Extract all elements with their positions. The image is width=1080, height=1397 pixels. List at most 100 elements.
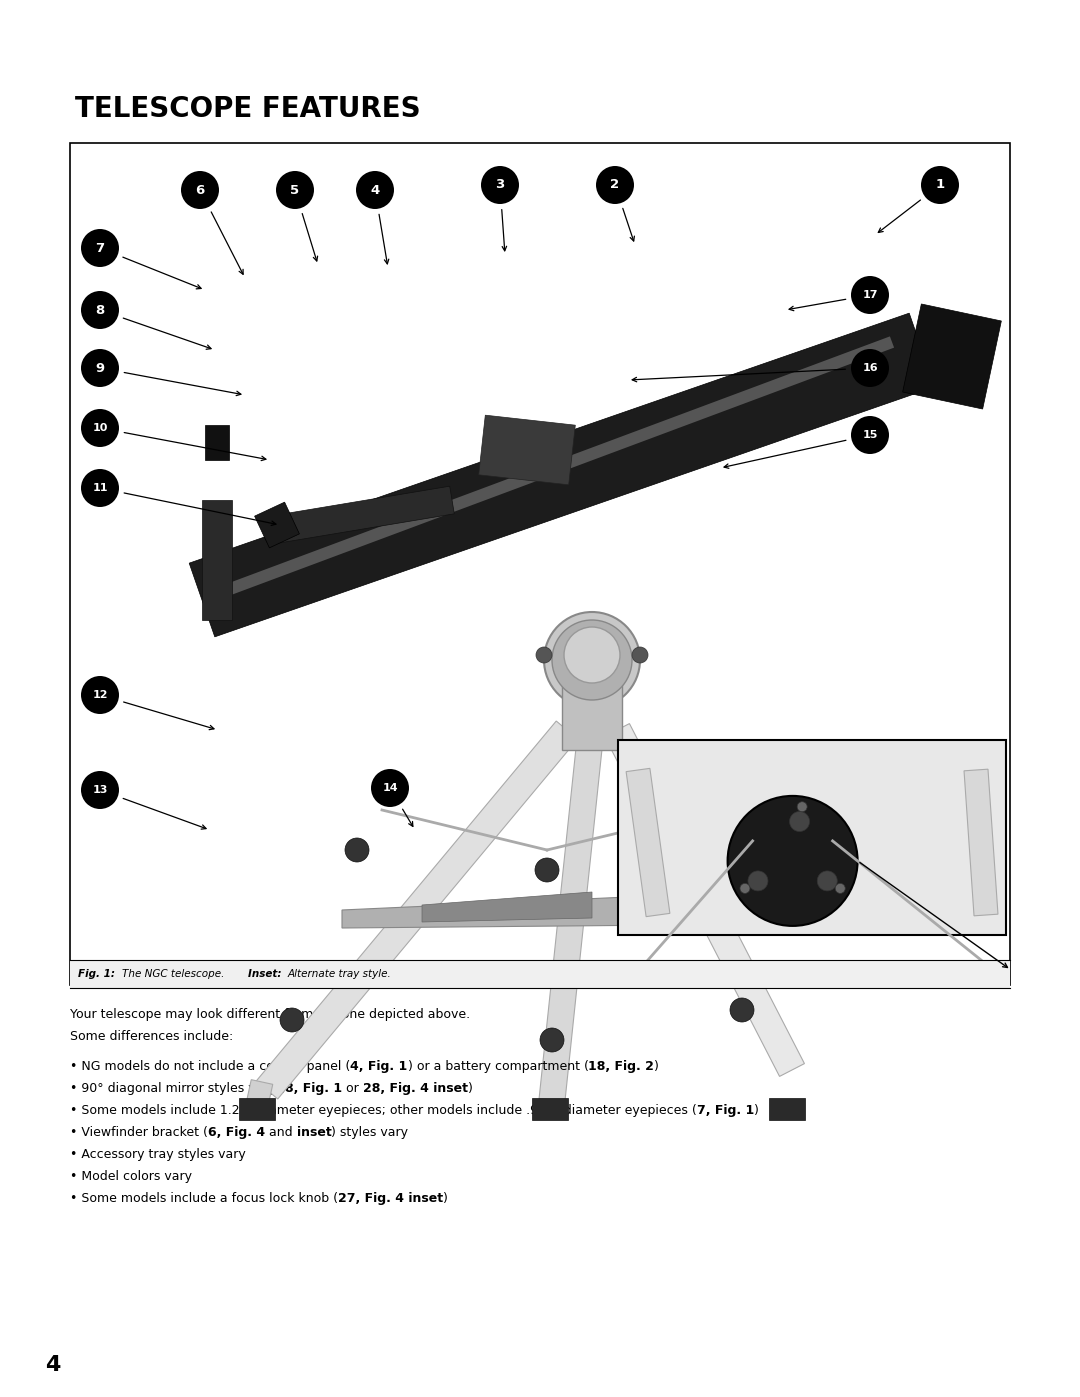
- Bar: [532, 1098, 568, 1120]
- Text: 7, Fig. 1: 7, Fig. 1: [697, 1104, 754, 1118]
- Text: • NG models do not include a control panel (: • NG models do not include a control pan…: [70, 1060, 350, 1073]
- Polygon shape: [422, 893, 592, 922]
- Text: 3: 3: [496, 179, 504, 191]
- Text: TELESCOPE FEATURES: TELESCOPE FEATURES: [75, 95, 420, 123]
- Bar: [70, 960, 1010, 988]
- Text: ): ): [654, 1060, 659, 1073]
- Text: 8: 8: [95, 303, 105, 317]
- Polygon shape: [256, 721, 578, 1099]
- Text: • Viewfinder bracket (: • Viewfinder bracket (: [70, 1126, 207, 1139]
- Circle shape: [921, 166, 959, 204]
- Polygon shape: [246, 1080, 273, 1108]
- Circle shape: [632, 647, 648, 664]
- Circle shape: [552, 620, 632, 700]
- Text: 4: 4: [45, 1355, 60, 1375]
- Circle shape: [345, 838, 369, 862]
- Text: 10: 10: [92, 423, 108, 433]
- Circle shape: [748, 870, 768, 891]
- Text: 9: 9: [95, 362, 105, 374]
- Text: Alternate tray style.: Alternate tray style.: [288, 970, 392, 979]
- Text: 8, Fig. 1: 8, Fig. 1: [285, 1083, 342, 1095]
- Circle shape: [596, 166, 634, 204]
- Text: 15: 15: [862, 430, 878, 440]
- Text: 12: 12: [92, 690, 108, 700]
- Polygon shape: [626, 768, 670, 916]
- Circle shape: [730, 997, 754, 1023]
- Circle shape: [280, 1009, 303, 1032]
- Circle shape: [81, 349, 119, 387]
- Text: • Some models include a focus lock knob (: • Some models include a focus lock knob …: [70, 1192, 338, 1206]
- Circle shape: [81, 229, 119, 267]
- Text: 1: 1: [935, 179, 945, 191]
- Text: 2: 2: [610, 179, 620, 191]
- Text: ) or a battery compartment (: ) or a battery compartment (: [407, 1060, 589, 1073]
- Text: 5: 5: [291, 183, 299, 197]
- Text: or: or: [342, 1083, 363, 1095]
- Text: 11: 11: [92, 483, 108, 493]
- Text: 6: 6: [195, 183, 204, 197]
- Circle shape: [564, 627, 620, 683]
- Circle shape: [181, 170, 219, 210]
- Text: 28, Fig. 4 inset: 28, Fig. 4 inset: [363, 1083, 468, 1095]
- Text: Inset:: Inset:: [248, 970, 285, 979]
- Text: • Model colors vary: • Model colors vary: [70, 1171, 192, 1183]
- Circle shape: [535, 858, 559, 882]
- Text: Some differences include:: Some differences include:: [70, 1030, 233, 1044]
- Circle shape: [356, 170, 394, 210]
- Text: and: and: [265, 1126, 297, 1139]
- Text: 18, Fig. 2: 18, Fig. 2: [589, 1060, 654, 1073]
- Polygon shape: [478, 415, 576, 485]
- Polygon shape: [270, 486, 455, 543]
- Polygon shape: [964, 770, 998, 916]
- Bar: [769, 1098, 805, 1120]
- Bar: [72, 149, 1008, 960]
- Text: 6, Fig. 4: 6, Fig. 4: [207, 1126, 265, 1139]
- Text: 27, Fig. 4 inset: 27, Fig. 4 inset: [338, 1192, 443, 1206]
- Text: ): ): [754, 1104, 759, 1118]
- Circle shape: [660, 838, 684, 862]
- Bar: [239, 1098, 275, 1120]
- Text: 13: 13: [92, 785, 108, 795]
- Polygon shape: [539, 718, 605, 1101]
- Bar: [202, 500, 232, 620]
- Text: The NGC telescope.: The NGC telescope.: [122, 970, 231, 979]
- Circle shape: [372, 768, 409, 807]
- Text: • Some models include 1.25" diameter eyepieces; other models include .965" diame: • Some models include 1.25" diameter eye…: [70, 1104, 697, 1118]
- Circle shape: [81, 676, 119, 714]
- Polygon shape: [605, 724, 805, 1077]
- Text: • 90° diagonal mirror styles vary (: • 90° diagonal mirror styles vary (: [70, 1083, 285, 1095]
- Bar: [618, 740, 1005, 935]
- Circle shape: [276, 170, 314, 210]
- Circle shape: [81, 291, 119, 330]
- Text: • Accessory tray styles vary: • Accessory tray styles vary: [70, 1148, 246, 1161]
- Circle shape: [81, 771, 119, 809]
- Circle shape: [818, 870, 837, 891]
- Text: 4, Fig. 1: 4, Fig. 1: [350, 1060, 407, 1073]
- Circle shape: [851, 416, 889, 454]
- Circle shape: [789, 812, 810, 831]
- Polygon shape: [189, 313, 935, 637]
- Polygon shape: [903, 305, 1001, 409]
- Circle shape: [851, 349, 889, 387]
- Circle shape: [81, 469, 119, 507]
- Circle shape: [728, 796, 858, 926]
- Text: 4: 4: [370, 183, 380, 197]
- Text: ): ): [443, 1192, 448, 1206]
- Bar: [205, 425, 229, 460]
- Circle shape: [835, 883, 846, 894]
- Polygon shape: [220, 337, 894, 598]
- Circle shape: [851, 277, 889, 314]
- Text: Fig. 1:: Fig. 1:: [78, 970, 119, 979]
- Circle shape: [540, 1028, 564, 1052]
- Text: ): ): [468, 1083, 473, 1095]
- Text: inset: inset: [297, 1126, 332, 1139]
- Text: Your telescope may look different from the one depicted above.: Your telescope may look different from t…: [70, 1009, 470, 1021]
- Text: 17: 17: [862, 291, 878, 300]
- Text: 7: 7: [95, 242, 105, 254]
- Circle shape: [544, 612, 640, 708]
- Bar: [70, 142, 1010, 985]
- Circle shape: [81, 409, 119, 447]
- Circle shape: [740, 883, 750, 894]
- Bar: [562, 671, 622, 750]
- Text: 16: 16: [862, 363, 878, 373]
